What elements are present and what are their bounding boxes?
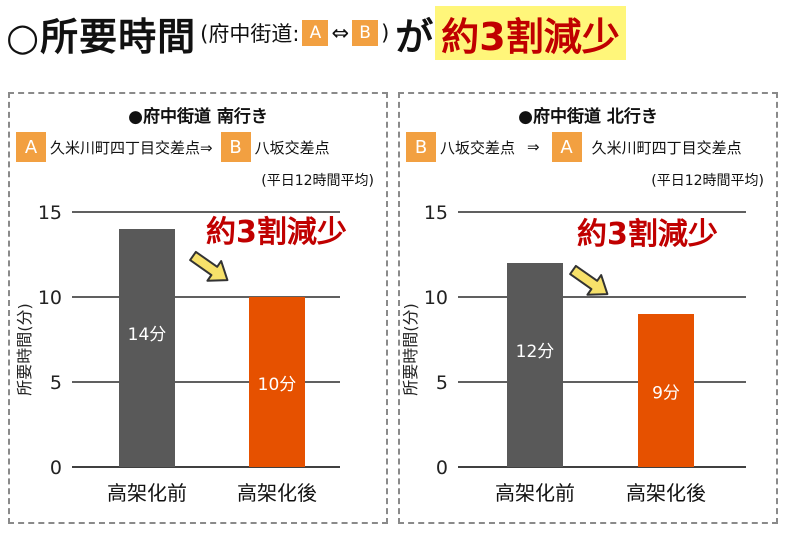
y-tick-label: 15 — [424, 202, 448, 224]
route-description: B 八坂交差点 ⇒ A 久米川町四丁目交差点 — [406, 132, 742, 162]
bar-after — [249, 297, 305, 467]
annotation-text: 約3割減少 — [577, 217, 718, 252]
route-from: 久米川町四丁目交差点⇒ — [50, 138, 213, 157]
y-tick-label: 5 — [50, 372, 62, 394]
route-to-badge: A — [551, 132, 582, 162]
route-to: 八坂交差点 — [254, 138, 330, 157]
x-tick-label: 高架化前 — [495, 481, 575, 505]
title-paren-close: ) — [381, 21, 390, 45]
title-ga: が — [395, 14, 434, 59]
title-badge-a: A — [302, 20, 329, 46]
y-tick-label: 10 — [424, 287, 448, 309]
bar-before — [119, 229, 175, 467]
bar-before — [507, 263, 563, 467]
panel-southbound: ●府中街道 南行き A 久米川町四丁目交差点⇒ B 八坂交差点 (平日12時間平… — [8, 92, 388, 524]
route-to: 久米川町四丁目交差点 — [591, 138, 742, 157]
y-tick-label: 10 — [38, 287, 62, 309]
route-arrow: ⇒ — [527, 138, 540, 156]
y-tick-label: 0 — [50, 457, 62, 479]
y-tick-label: 15 — [38, 202, 62, 224]
y-tick-label: 5 — [436, 372, 448, 394]
decrease-arrow-icon — [189, 250, 229, 282]
data-label: 14分 — [128, 325, 167, 345]
panel-northbound: ●府中街道 北行き B 八坂交差点 ⇒ A 久米川町四丁目交差点 (平日12時間… — [398, 92, 778, 524]
route-from-badge: A — [16, 132, 46, 162]
title-badge-b: B — [352, 20, 379, 46]
title-paren-open: (府中街道: — [200, 22, 300, 46]
title-main: ○所要時間 — [6, 14, 197, 59]
route-description: A 久米川町四丁目交差点⇒ B 八坂交差点 — [16, 132, 330, 162]
annotation-text: 約3割減少 — [206, 215, 347, 250]
condition-note: (平日12時間平均) — [261, 173, 374, 189]
data-label: 10分 — [258, 375, 297, 395]
title-arrow: ⇔ — [331, 21, 350, 45]
y-axis-label: 所要時間(分) — [15, 303, 34, 396]
data-label: 12分 — [516, 342, 555, 362]
route-from-badge: B — [406, 132, 436, 162]
x-tick-label: 高架化後 — [626, 481, 706, 505]
panel-heading: ●府中街道 北行き — [518, 107, 658, 127]
y-tick-label: 0 — [436, 457, 448, 479]
route-from: 八坂交差点 — [440, 138, 516, 157]
panel-heading: ●府中街道 南行き — [128, 107, 268, 127]
page-title: ○所要時間 (府中街道: A ⇔ B ) が 約3割減少 — [6, 4, 796, 62]
y-axis-label: 所要時間(分) — [401, 303, 420, 396]
x-tick-label: 高架化前 — [107, 481, 187, 505]
route-to-badge: B — [220, 132, 251, 162]
x-tick-label: 高架化後 — [237, 481, 317, 505]
title-highlight: 約3割減少 — [435, 6, 626, 60]
condition-note: (平日12時間平均) — [651, 173, 764, 189]
data-label: 9分 — [652, 384, 680, 404]
decrease-arrow-icon — [569, 264, 609, 296]
bar-after — [638, 314, 694, 467]
title-route: (府中街道: A ⇔ B ) — [200, 18, 389, 48]
